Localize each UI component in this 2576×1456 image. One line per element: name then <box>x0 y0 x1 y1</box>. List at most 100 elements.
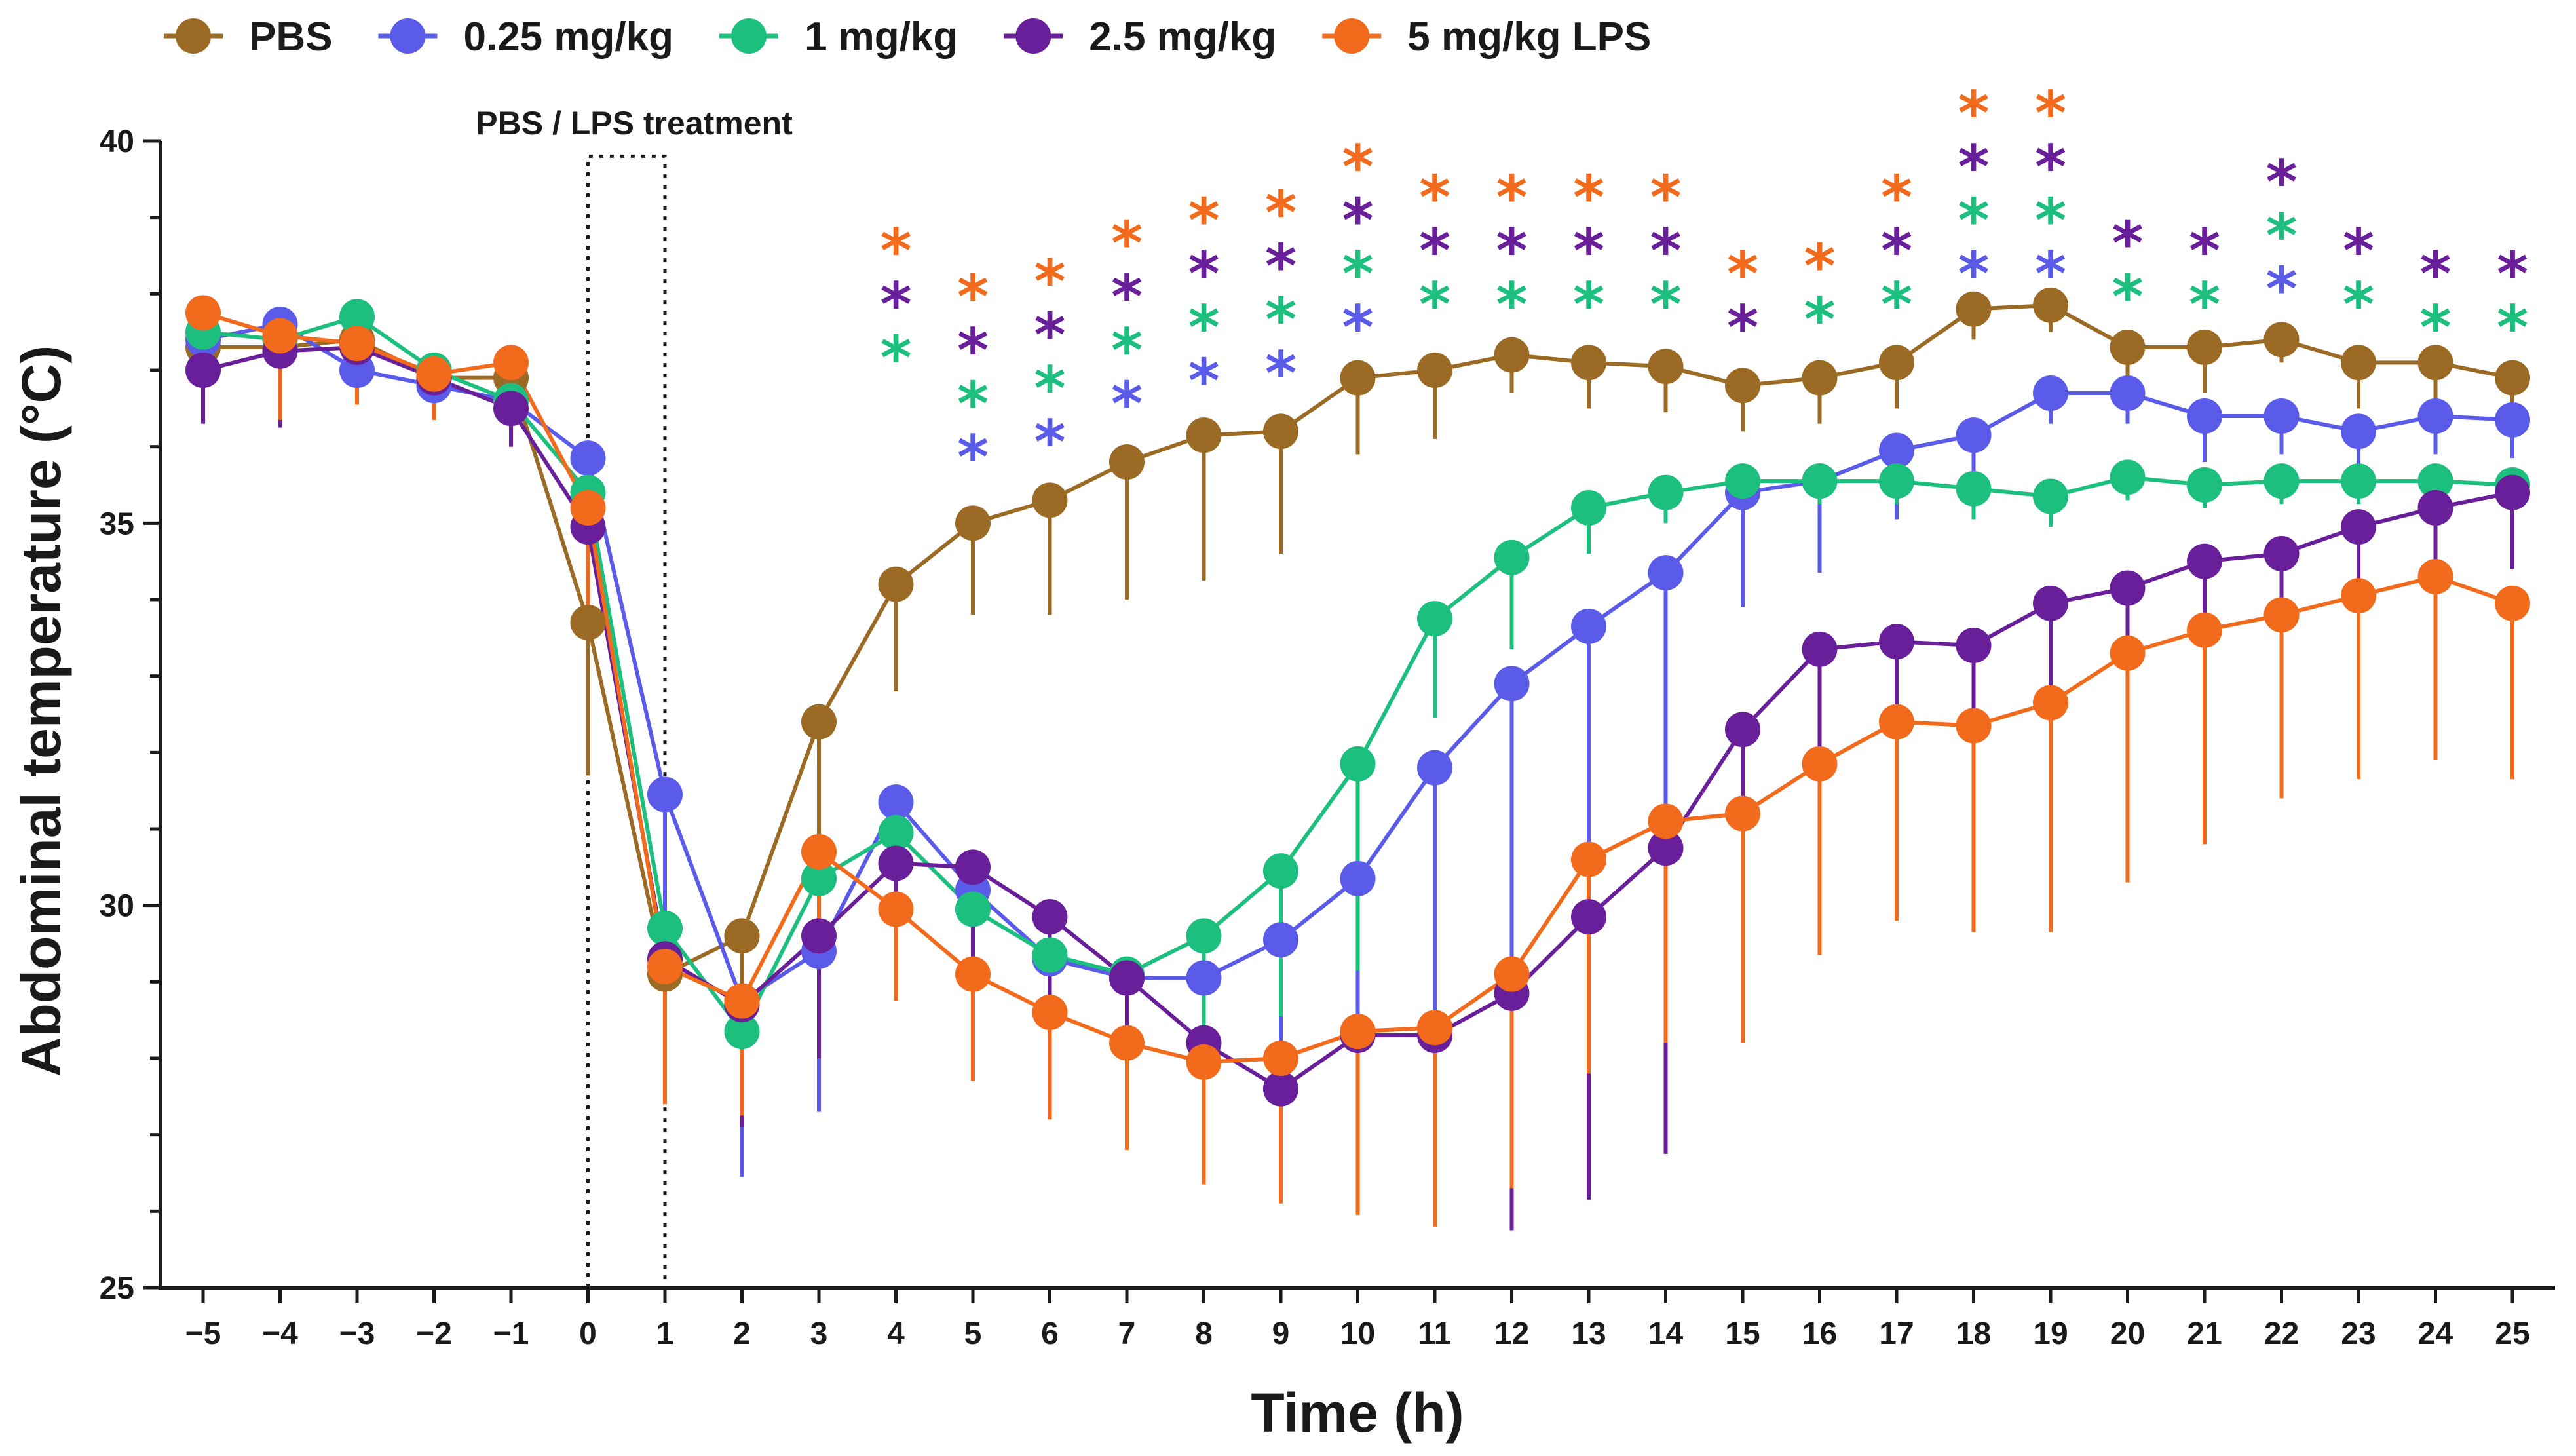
point-5-mg-kg-lps <box>801 834 837 870</box>
significance-asterisk-1-mg-kg: * <box>2112 262 2143 332</box>
point-1-mg-kg <box>2263 463 2300 499</box>
x-tick-label: 20 <box>2110 1316 2145 1351</box>
significance-asterisk-0-25-mg-kg: * <box>1958 239 1989 309</box>
x-tick-label: 25 <box>2495 1316 2529 1351</box>
point-pbs <box>2417 345 2453 381</box>
point-pbs <box>2341 345 2376 381</box>
significance-asterisk-2-5-mg-kg: * <box>2497 239 2528 309</box>
x-tick-label: 19 <box>2033 1316 2068 1351</box>
point-0-25-mg-kg <box>570 440 606 476</box>
point-0-25-mg-kg <box>1956 417 1992 453</box>
legend-item-0-25-mg-kg: 0.25 mg/kg <box>378 14 673 60</box>
significance-asterisk-2-5-mg-kg: * <box>880 269 911 339</box>
series-points <box>185 287 2530 1107</box>
x-tick-label: −1 <box>493 1316 529 1351</box>
point-2-5-mg-kg <box>2341 509 2376 545</box>
point-2-5-mg-kg <box>2033 585 2068 621</box>
point-2-5-mg-kg <box>1802 631 1838 667</box>
point-2-5-mg-kg <box>878 845 914 881</box>
significance-asterisk-5-mg-kg-lps: * <box>1958 79 1989 149</box>
point-5-mg-kg-lps <box>724 983 760 1019</box>
significance-asterisk-1-mg-kg: * <box>2497 292 2528 362</box>
point-2-5-mg-kg <box>1032 899 1068 935</box>
x-tick-label: 1 <box>656 1316 674 1351</box>
x-tick-label: 18 <box>1956 1316 1991 1351</box>
x-tick-label: 5 <box>964 1316 982 1351</box>
significance-asterisk-1-mg-kg: * <box>1111 315 1143 385</box>
significance-markers: *************************************** *… <box>880 79 2528 493</box>
point-pbs <box>1032 482 1068 518</box>
point-1-mg-kg <box>1340 746 1376 782</box>
significance-asterisk-2-5-mg-kg: * <box>1265 231 1297 301</box>
point-5-mg-kg-lps <box>2495 585 2530 621</box>
point-0-25-mg-kg <box>2417 398 2453 434</box>
significance-asterisk-5-mg-kg-lps: * <box>1265 178 1297 248</box>
significance-asterisk-0-25-mg-kg: * <box>1265 338 1297 408</box>
point-5-mg-kg-lps <box>647 949 683 984</box>
point-2-5-mg-kg <box>801 918 837 954</box>
point-pbs <box>1956 291 1992 327</box>
point-1-mg-kg <box>2033 478 2068 514</box>
significance-asterisk-1-mg-kg: * <box>1342 239 1373 309</box>
legend-marker <box>1015 18 1051 54</box>
legend-item-5-mg-kg-lps: 5 mg/kg LPS <box>1322 14 1651 60</box>
y-tick-label: 40 <box>100 125 134 159</box>
x-tick-label: 11 <box>1418 1316 1452 1351</box>
legend-marker <box>1334 18 1370 54</box>
point-5-mg-kg-lps <box>1186 1044 1222 1080</box>
x-tick-label: 22 <box>2264 1316 2299 1351</box>
y-axis-title: Abdominal temperature (°C) <box>10 345 72 1077</box>
legend-label: 0.25 mg/kg <box>463 14 673 60</box>
point-pbs <box>1879 345 1914 381</box>
point-5-mg-kg-lps <box>185 295 221 331</box>
y-tick-label: 30 <box>100 889 134 924</box>
significance-asterisk-2-5-mg-kg: * <box>2189 216 2220 286</box>
point-pbs <box>878 566 914 602</box>
x-tick-label: 4 <box>887 1316 905 1351</box>
significance-asterisk-1-mg-kg: * <box>1804 285 1835 355</box>
point-1-mg-kg <box>1263 853 1298 889</box>
significance-asterisk-2-5-mg-kg: * <box>1496 216 1527 286</box>
x-tick-label: 13 <box>1571 1316 1606 1351</box>
point-0-25-mg-kg <box>2495 402 2530 438</box>
point-0-25-mg-kg <box>2110 375 2146 411</box>
significance-asterisk-1-mg-kg: * <box>957 369 989 439</box>
legend-marker <box>176 18 211 54</box>
point-1-mg-kg <box>878 814 914 851</box>
point-pbs <box>955 505 991 541</box>
significance-asterisk-0-25-mg-kg: * <box>1111 369 1143 439</box>
significance-asterisk-5-mg-kg-lps: * <box>957 262 989 332</box>
point-0-25-mg-kg <box>878 784 914 820</box>
significance-asterisk-2-5-mg-kg: * <box>1650 216 1681 286</box>
significance-asterisk-5-mg-kg-lps: * <box>1650 163 1681 233</box>
significance-asterisk-2-5-mg-kg: * <box>1727 292 1758 362</box>
significance-asterisk-1-mg-kg: * <box>2343 269 2374 339</box>
significance-asterisk-2-5-mg-kg: * <box>1034 300 1065 370</box>
significance-asterisk-0-25-mg-kg: * <box>2265 254 2297 324</box>
point-pbs <box>1802 360 1838 396</box>
point-5-mg-kg-lps <box>1648 803 1684 839</box>
point-5-mg-kg-lps <box>1417 1010 1452 1046</box>
x-tick-label: 3 <box>810 1316 828 1351</box>
significance-asterisk-2-5-mg-kg: * <box>1342 185 1373 256</box>
point-5-mg-kg-lps <box>1109 1025 1145 1061</box>
legend-item-2-5-mg-kg: 2.5 mg/kg <box>1004 14 1276 60</box>
point-pbs <box>1417 353 1452 388</box>
significance-asterisk-2-5-mg-kg: * <box>2265 147 2297 218</box>
point-1-mg-kg <box>2187 467 2222 503</box>
point-5-mg-kg-lps <box>262 318 298 354</box>
significance-asterisk-0-25-mg-kg: * <box>957 423 989 493</box>
point-5-mg-kg-lps <box>1725 795 1760 832</box>
point-1-mg-kg <box>647 910 683 946</box>
point-pbs <box>1494 337 1530 373</box>
point-1-mg-kg <box>801 860 837 896</box>
significance-asterisk-1-mg-kg: * <box>1958 185 1989 256</box>
significance-asterisk-5-mg-kg-lps: * <box>1573 163 1604 233</box>
point-0-25-mg-kg <box>1648 555 1684 591</box>
x-tick-label: −4 <box>262 1316 298 1351</box>
point-5-mg-kg-lps <box>2417 559 2453 594</box>
significance-asterisk-1-mg-kg: * <box>2419 292 2451 362</box>
point-1-mg-kg <box>955 891 991 927</box>
